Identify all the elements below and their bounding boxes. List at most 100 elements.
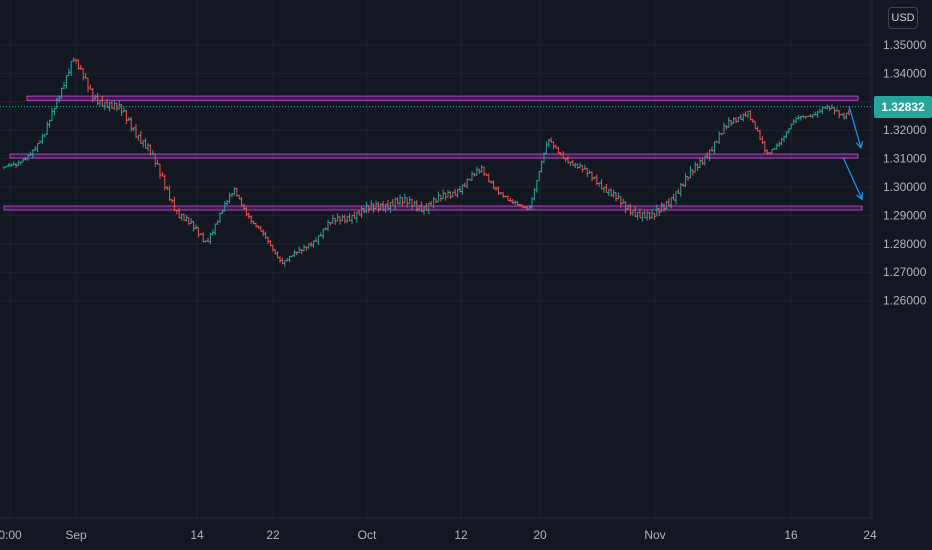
ohlc-bar bbox=[199, 233, 203, 236]
ohlc-bar bbox=[777, 141, 781, 148]
ohlc-bar bbox=[223, 200, 227, 212]
ohlc-bar bbox=[293, 249, 296, 257]
ohlc-bar bbox=[345, 216, 349, 224]
ohlc-bar bbox=[67, 68, 71, 77]
ohlc-bar bbox=[684, 173, 687, 188]
currency-button[interactable]: USD bbox=[888, 7, 918, 29]
price-zone[interactable] bbox=[26, 95, 859, 101]
ohlc-bar bbox=[379, 203, 383, 211]
ohlc-bar bbox=[283, 259, 287, 267]
ohlc-bar bbox=[300, 249, 303, 255]
ohlc-bar bbox=[389, 201, 392, 213]
ohlc-bar bbox=[29, 151, 32, 157]
ohlc-bar bbox=[506, 195, 510, 201]
ohlc-bar bbox=[326, 219, 330, 232]
ohlc-bar bbox=[573, 162, 577, 169]
ohlc-bar bbox=[477, 168, 481, 174]
ohlc-bar bbox=[216, 220, 219, 226]
ohlc-bar bbox=[499, 192, 503, 195]
ohlc-bar bbox=[456, 188, 459, 198]
ohlc-bar bbox=[679, 182, 683, 197]
ohlc-bar bbox=[384, 203, 387, 213]
ohlc-bar bbox=[727, 117, 731, 128]
ohlc-bar bbox=[50, 108, 54, 121]
ohlc-bar bbox=[252, 220, 255, 225]
ohlc-bar bbox=[43, 133, 47, 138]
ohlc-bar bbox=[84, 73, 87, 79]
x-tick-label: Sep bbox=[65, 528, 87, 542]
y-tick-label: 1.30000 bbox=[883, 180, 927, 194]
ohlc-bar bbox=[621, 198, 625, 205]
ohlc-bar bbox=[38, 140, 42, 144]
ohlc-bar bbox=[108, 101, 111, 112]
ohlc-bar bbox=[453, 189, 457, 196]
ohlc-bar bbox=[197, 226, 200, 238]
ohlc-bar bbox=[201, 232, 205, 243]
ohlc-bar bbox=[705, 152, 709, 159]
projection-arrow[interactable] bbox=[842, 156, 864, 201]
projection-arrow[interactable] bbox=[848, 105, 864, 150]
ohlc-bar bbox=[93, 94, 97, 100]
x-tick-label: 20 bbox=[533, 528, 547, 542]
ohlc-bar bbox=[319, 232, 323, 237]
ohlc-bar bbox=[590, 171, 594, 182]
ohlc-bar bbox=[17, 160, 20, 167]
ohlc-bar bbox=[240, 196, 243, 207]
ohlc-bar bbox=[770, 148, 774, 154]
ohlc-bar bbox=[787, 128, 791, 134]
ohlc-bar bbox=[230, 192, 234, 198]
ohlc-bar bbox=[434, 198, 438, 204]
ohlc-bar bbox=[741, 113, 745, 122]
time-axis[interactable]: 0:00 Sep 14 22 Oct 12 20 Nov 16 24 bbox=[0, 528, 877, 542]
ohlc-bar bbox=[830, 104, 834, 110]
ohlc-bar bbox=[669, 197, 673, 209]
ohlc-bar bbox=[588, 169, 591, 174]
ohlc-bar bbox=[660, 202, 663, 213]
ohlc-bar bbox=[120, 104, 123, 116]
ohlc-bar bbox=[429, 201, 433, 207]
ohlc-bar bbox=[185, 214, 188, 222]
ohlc-bar bbox=[648, 211, 651, 220]
y-tick-label: 1.32000 bbox=[883, 123, 927, 137]
ohlc-bar bbox=[444, 192, 447, 201]
price-zone[interactable] bbox=[3, 205, 863, 211]
ohlc-bar bbox=[235, 187, 239, 197]
ohlc-bar bbox=[645, 210, 649, 221]
grid-lines bbox=[0, 0, 872, 518]
ohlc-bar bbox=[559, 152, 563, 156]
ohlc-bar bbox=[19, 161, 23, 166]
ohlc-bar bbox=[693, 161, 697, 173]
ohlc-bar bbox=[722, 122, 726, 135]
ohlc-bar bbox=[667, 198, 671, 207]
ohlc-bar bbox=[811, 113, 815, 119]
ohlc-bar bbox=[806, 115, 810, 118]
ohlc-bar bbox=[833, 106, 836, 115]
ohlc-bar bbox=[72, 57, 75, 62]
price-zone[interactable] bbox=[9, 153, 859, 159]
ohlc-bar bbox=[393, 197, 397, 210]
ohlc-bar bbox=[504, 195, 507, 198]
ohlc-bar bbox=[14, 163, 18, 169]
ohlc-bar bbox=[110, 100, 114, 109]
ohlc-bar bbox=[633, 206, 637, 218]
ohlc-bar bbox=[233, 187, 236, 196]
ohlc-bar bbox=[247, 212, 251, 219]
ohlc-bar bbox=[31, 149, 35, 159]
ohlc-bar bbox=[261, 229, 265, 237]
ohlc-bar bbox=[329, 221, 332, 226]
x-tick-label: Oct bbox=[358, 528, 377, 542]
ohlc-bar bbox=[809, 114, 812, 118]
ohlc-bar bbox=[367, 204, 371, 213]
ohlc-bar bbox=[701, 157, 704, 165]
ohlc-bar bbox=[461, 184, 464, 195]
ohlc-bar bbox=[655, 204, 659, 217]
y-tick-label: 1.28000 bbox=[883, 237, 927, 251]
ohlc-bar bbox=[756, 126, 759, 132]
ohlc-bar bbox=[463, 182, 467, 188]
ohlc-bar bbox=[221, 210, 224, 214]
ohlc-bar bbox=[324, 227, 327, 230]
ohlc-bar bbox=[288, 255, 291, 263]
ohlc-bar bbox=[192, 220, 195, 232]
ohlc-bar bbox=[792, 119, 795, 125]
